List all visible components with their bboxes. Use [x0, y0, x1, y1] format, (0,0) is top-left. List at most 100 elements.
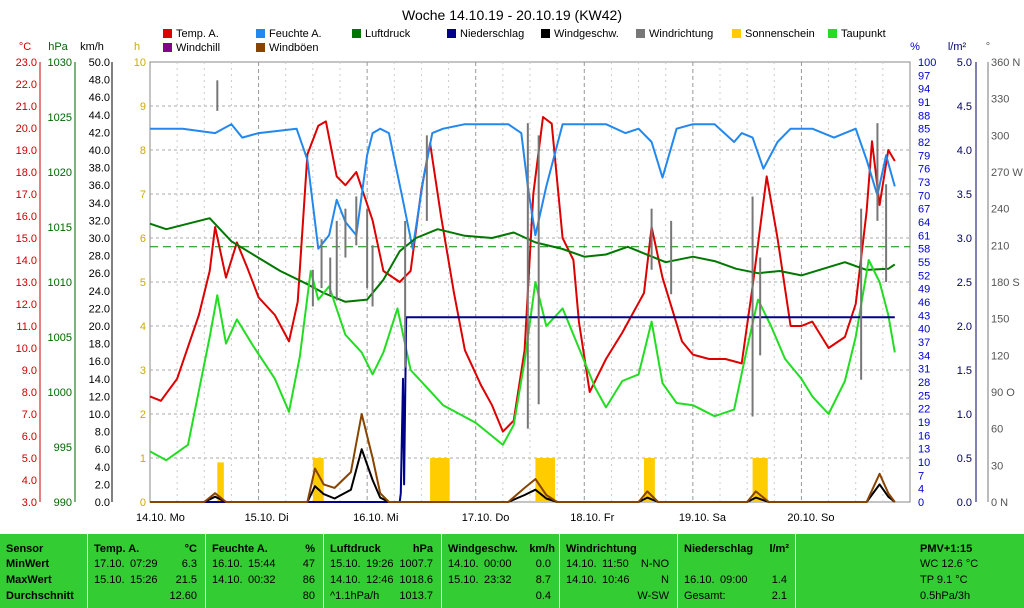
- dir-tick-label: 300: [991, 130, 1009, 142]
- dir-tick-label: 180 S: [991, 277, 1020, 289]
- legend-label: Luftdruck: [365, 28, 411, 40]
- winddir-min-value: N-NO: [640, 558, 669, 570]
- hum-tick-label: 10: [918, 457, 930, 469]
- x-tick-label: 19.10. Sa: [679, 512, 727, 524]
- temp-max-date: 15.10.: [94, 574, 125, 586]
- chart-title: Woche 14.10.19 - 20.10.19 (KW42): [402, 7, 622, 23]
- wind-tick-label: 44.0: [89, 110, 110, 122]
- press-tick-label: 1015: [48, 222, 72, 234]
- wind-tick-label: 10.0: [89, 409, 110, 421]
- wind-tick-label: 40.0: [89, 145, 110, 157]
- wind-tick-label: 30.0: [89, 233, 110, 245]
- temp-tick-label: 21.0: [16, 101, 37, 113]
- legend-swatch: [256, 29, 265, 38]
- legend-label: Windgeschw.: [554, 28, 619, 40]
- temp-avg-value: 12.60: [169, 590, 197, 602]
- sun-tick-label: 7: [140, 189, 146, 201]
- pressure-max-date: 14.10.: [330, 574, 361, 586]
- sun-tick-label: 5: [140, 277, 146, 289]
- pmv-pressure-trend: 0.5hPa/3h: [920, 590, 971, 602]
- wind-tick-label: 18.0: [89, 339, 110, 351]
- hum-tick-label: 79: [918, 150, 930, 162]
- axis-unit-dir: °: [986, 41, 990, 53]
- hum-tick-label: 46: [918, 297, 930, 309]
- sunshine-bar: [312, 458, 324, 502]
- sun-tick-label: 1: [140, 453, 146, 465]
- temp-tick-label: 15.0: [16, 233, 37, 245]
- dir-tick-label: 360 N: [991, 57, 1020, 69]
- humidity-min-value: 47: [302, 558, 315, 570]
- temp-tick-label: 3.0: [22, 497, 37, 509]
- pressure-min-date: 15.10.: [330, 558, 361, 570]
- rain-tick-label: 2.5: [957, 277, 972, 289]
- plot-area: [149, 80, 910, 503]
- sunshine-bar: [644, 458, 655, 502]
- temp-tick-label: 6.0: [22, 431, 37, 443]
- windspeed-max-date: 15.10.: [448, 574, 479, 586]
- legend-label: Windchill: [176, 42, 220, 54]
- hum-tick-label: 4: [918, 484, 924, 496]
- hum-tick-label: 55: [918, 257, 930, 269]
- summary-col-sensor: Sensor MinWert MaxWert Durchschnitt: [0, 534, 88, 608]
- press-tick-label: 995: [54, 442, 72, 454]
- rain-tick-label: 4.0: [957, 145, 972, 157]
- wind-tick-label: 0.0: [95, 497, 110, 509]
- legend-label: Taupunkt: [841, 28, 886, 40]
- wind-tick-label: 14.0: [89, 374, 110, 386]
- wind-tick-label: 28.0: [89, 251, 110, 263]
- hum-tick-label: 40: [918, 324, 930, 336]
- temp-min-date: 17.10.: [94, 558, 125, 570]
- chart-background: [0, 0, 1024, 534]
- hum-tick-label: 31: [918, 364, 930, 376]
- winddir-max-date: 14.10.: [566, 574, 597, 586]
- wind-tick-label: 2.0: [95, 479, 110, 491]
- dir-tick-label: 60: [991, 424, 1003, 436]
- rain-tick-label: 3.5: [957, 189, 972, 201]
- hum-tick-label: 97: [918, 70, 930, 82]
- series-temp-a-: [149, 116, 896, 433]
- axis-unit-press: hPa: [48, 41, 68, 53]
- temp-max-time: 15:26: [130, 574, 158, 586]
- wind-tick-label: 46.0: [89, 92, 110, 104]
- windspeed-avg-value: 0.4: [535, 590, 551, 602]
- hum-tick-label: 25: [918, 390, 930, 402]
- dir-tick-label: 240: [991, 204, 1009, 216]
- hum-tick-label: 52: [918, 270, 930, 282]
- hum-tick-label: 13: [918, 444, 930, 456]
- hum-tick-label: 19: [918, 417, 930, 429]
- hum-tick-label: 7: [918, 470, 924, 482]
- wind-tick-label: 24.0: [89, 286, 110, 298]
- humidity-avg-value: 80: [302, 590, 315, 602]
- axis-unit-hum: %: [910, 41, 920, 53]
- summary-col-temp: Temp. A. °C 17.10. 07:29 6.3 15.10. 15:2…: [88, 534, 206, 608]
- temp-tick-label: 19.0: [16, 145, 37, 157]
- winddir-min-date: 14.10.: [566, 558, 597, 570]
- legend-swatch: [163, 43, 172, 52]
- axes: 3.04.05.06.07.08.09.010.011.012.013.014.…: [16, 57, 1024, 524]
- summary-panel: Sensor MinWert MaxWert Durchschnitt Temp…: [0, 534, 1024, 608]
- rain-tick-label: 3.0: [957, 233, 972, 245]
- wind-tick-label: 8.0: [95, 427, 110, 439]
- wind-tick-label: 36.0: [89, 180, 110, 192]
- press-tick-label: 1010: [48, 277, 72, 289]
- legend-swatch: [636, 29, 645, 38]
- series-windb-en: [150, 413, 896, 503]
- sun-tick-label: 10: [134, 57, 146, 69]
- dir-tick-label: 120: [991, 350, 1009, 362]
- rain-tick-label: 1.5: [957, 365, 972, 377]
- windspeed-unit: km/h: [529, 543, 555, 555]
- wind-tick-label: 20.0: [89, 321, 110, 333]
- press-tick-label: 1000: [48, 387, 72, 399]
- legend-label: Sonnenschein: [745, 28, 815, 40]
- windspeed-min-time: 00:00: [484, 558, 512, 570]
- temp-tick-label: 12.0: [16, 299, 37, 311]
- hum-tick-label: 70: [918, 190, 930, 202]
- sun-tick-label: 9: [140, 101, 146, 113]
- dir-tick-label: 0 N: [991, 497, 1008, 509]
- rain-total-label: Gesamt:: [684, 590, 726, 602]
- wind-tick-label: 32.0: [89, 215, 110, 227]
- pressure-max-value: 1018.6: [399, 574, 433, 586]
- hum-tick-label: 76: [918, 164, 930, 176]
- temp-tick-label: 16.0: [16, 211, 37, 223]
- hum-tick-label: 82: [918, 137, 930, 149]
